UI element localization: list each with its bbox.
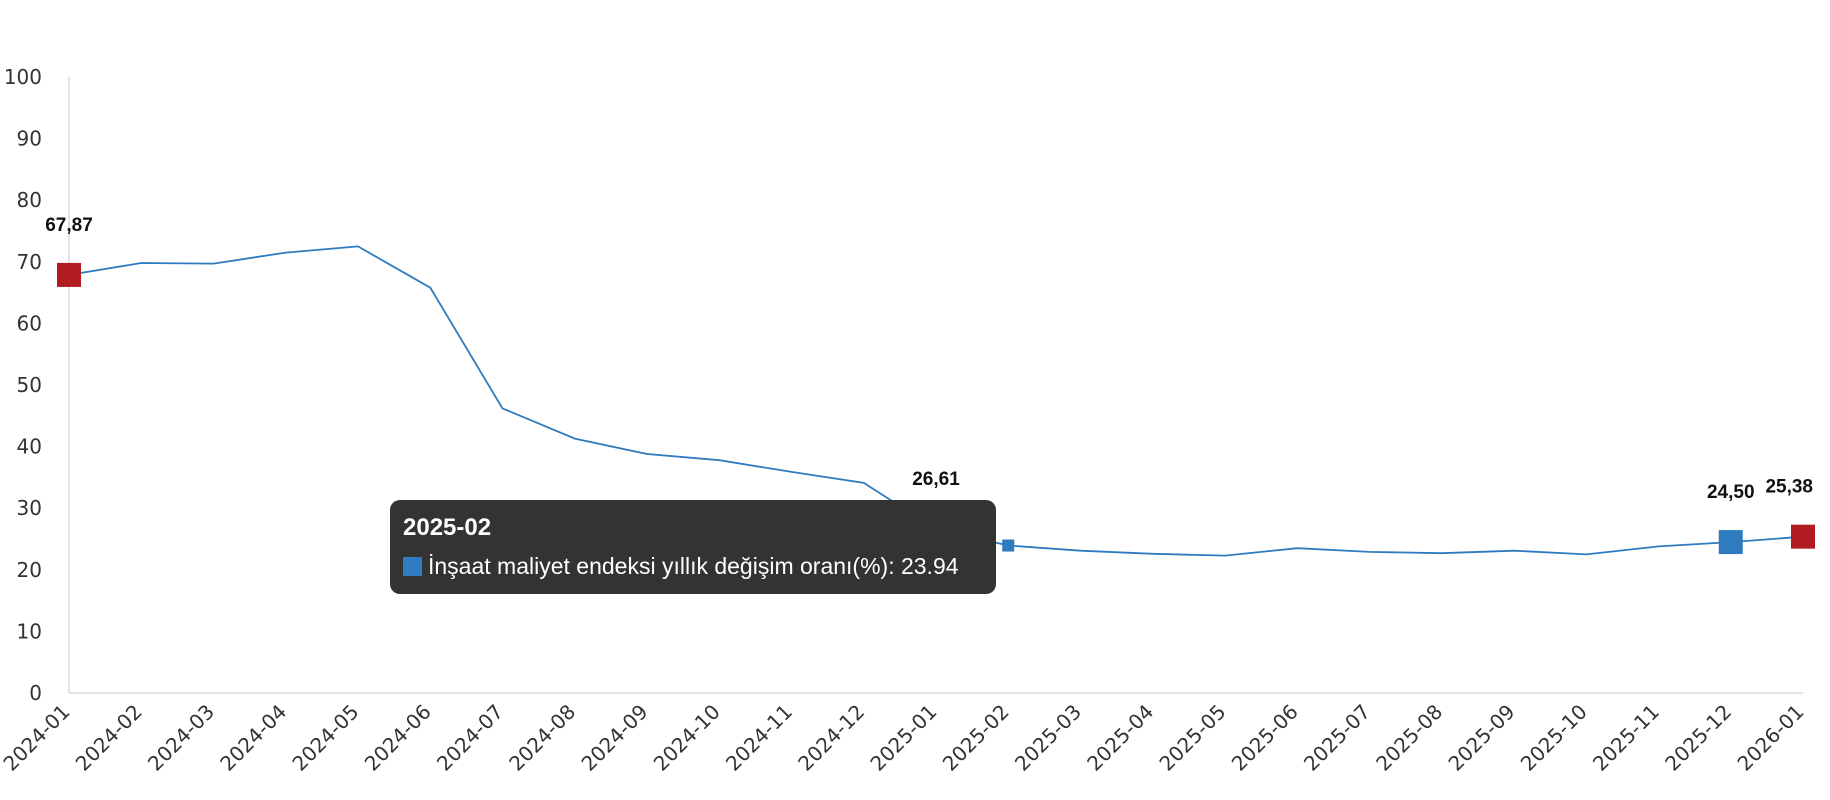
x-tick-label: 2024-02 xyxy=(71,700,147,776)
data-label: 67,87 xyxy=(45,215,93,236)
tooltip-series-label: İnşaat maliyet endeksi yıllık değişim or… xyxy=(428,553,889,579)
data-label: 24,50 xyxy=(1707,482,1755,503)
data-label: 25,38 xyxy=(1765,477,1813,498)
x-tick-label: 2025-09 xyxy=(1443,700,1519,776)
y-tick-label: 30 xyxy=(17,496,42,520)
x-tick-label: 2024-05 xyxy=(287,700,363,776)
y-tick-label: 10 xyxy=(17,619,42,643)
x-tick-label: 2025-12 xyxy=(1660,700,1736,776)
x-tick-label: 2024-09 xyxy=(576,700,652,776)
x-tick-label: 2025-01 xyxy=(865,700,941,776)
x-tick-label: 2024-10 xyxy=(649,700,725,776)
tooltip-series-swatch xyxy=(403,556,422,576)
x-tick-label: 2026-01 xyxy=(1732,700,1808,776)
y-tick-label: 70 xyxy=(17,250,42,274)
x-tick-label: 2024-07 xyxy=(432,700,508,776)
x-tick-label: 2024-03 xyxy=(143,700,219,776)
tooltip-row: İnşaat maliyet endeksi yıllık değişim or… xyxy=(403,551,983,581)
x-tick-label: 2024-12 xyxy=(793,700,869,776)
y-tick-label: 100 xyxy=(4,65,42,89)
x-tick-label: 2025-07 xyxy=(1299,700,1375,776)
y-tick-label: 80 xyxy=(17,188,42,212)
x-tick-label: 2025-02 xyxy=(938,700,1014,776)
x-tick-label: 2024-08 xyxy=(504,700,580,776)
x-tick-label: 2024-04 xyxy=(215,700,291,776)
data-point-marker[interactable] xyxy=(57,262,81,287)
data-point-marker[interactable] xyxy=(1718,530,1743,555)
tooltip-value: 23.94 xyxy=(900,553,959,579)
x-tick-label: 2025-04 xyxy=(1082,700,1158,776)
chart-tooltip: 2025-02 İnşaat maliyet endeksi yıllık de… xyxy=(390,500,996,594)
tooltip-title: 2025-02 xyxy=(403,514,492,541)
x-tick-label: 2024-11 xyxy=(721,700,797,776)
data-point-marker[interactable] xyxy=(1791,524,1815,549)
y-tick-label: 0 xyxy=(29,681,42,705)
x-tick-label: 2024-06 xyxy=(360,700,436,776)
x-tick-label: 2025-10 xyxy=(1516,700,1592,776)
x-axis: 2024-012024-022024-032024-042024-052024-… xyxy=(0,692,1809,776)
hovered-point-marker[interactable] xyxy=(1002,539,1015,552)
tooltip-separator: : xyxy=(888,553,901,579)
marker-group[interactable] xyxy=(57,262,1815,555)
x-tick-label: 2025-03 xyxy=(1010,700,1086,776)
y-tick-label: 60 xyxy=(17,311,42,335)
x-tick-label: 2025-05 xyxy=(1154,700,1230,776)
x-tick-label: 2024-01 xyxy=(0,700,75,776)
x-tick-label: 2025-08 xyxy=(1371,700,1447,776)
y-axis: 0 10 20 30 40 50 60 70 80 90 100 xyxy=(4,65,70,705)
data-label: 26,61 xyxy=(912,469,960,490)
y-tick-label: 40 xyxy=(17,435,42,459)
y-tick-label: 90 xyxy=(17,127,42,151)
x-tick-label: 2025-06 xyxy=(1227,700,1303,776)
data-label-group: 67,87 26,61 24,50 25,38 xyxy=(45,215,1813,503)
y-tick-label: 50 xyxy=(17,373,42,397)
y-tick-label: 20 xyxy=(17,558,42,582)
x-tick-label: 2025-11 xyxy=(1588,700,1664,776)
